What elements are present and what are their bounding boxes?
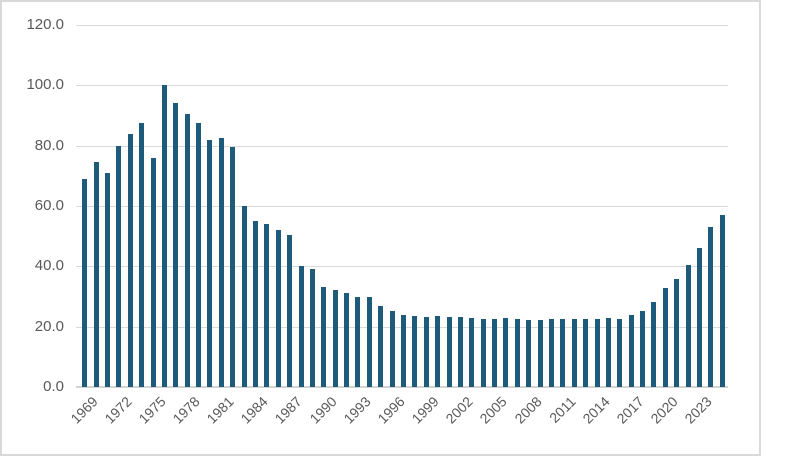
bar-1978: [184, 113, 190, 387]
gridline-60.0: [76, 206, 728, 207]
bar-1994: [366, 296, 372, 387]
bar-2022: [685, 264, 691, 387]
bar-chart-frame: 0.0 20.0 40.0 60.0 80.0 100.0 120.0 1969 1972 19…: [0, 0, 761, 456]
bar-2013: [583, 318, 589, 387]
bar-1995: [378, 305, 384, 387]
bar-2021: [674, 279, 680, 387]
bar-1982: [230, 147, 236, 387]
bar-1993: [355, 296, 361, 387]
bar-1988: [298, 266, 304, 387]
bar-2020: [662, 288, 668, 387]
bar-2011: [560, 318, 566, 387]
gridline-80.0: [76, 145, 728, 147]
bar-1986: [275, 230, 281, 387]
bar-1996: [389, 310, 395, 387]
bar-2025: [719, 215, 725, 387]
bar-1997: [401, 314, 406, 387]
bar-1998: [412, 315, 418, 387]
y-tick-label-60.0: 60.0: [34, 197, 64, 214]
y-tick-label-80.0: 80.0: [34, 136, 64, 154]
bar-2009: [537, 319, 543, 387]
bar-2008: [526, 320, 532, 387]
y-tick-label-20.0: 20.0: [34, 317, 64, 335]
gridline-40.0: [76, 266, 728, 268]
bar-2001: [446, 316, 452, 387]
bar-2016: [617, 318, 623, 387]
bar-2006: [503, 317, 509, 387]
bar-2019: [651, 301, 657, 387]
bar-2010: [549, 319, 555, 387]
bar-1980: [207, 139, 213, 387]
bar-1972: [116, 145, 122, 387]
bar-1969: [82, 178, 88, 387]
bar-1984: [252, 221, 258, 387]
y-tick-label-40.0: 40.0: [34, 257, 64, 275]
bar-2024: [708, 227, 714, 387]
gridline-100.0: [76, 85, 728, 87]
bar-2007: [514, 318, 520, 387]
bar-1979: [196, 123, 202, 387]
bar-1970: [93, 162, 99, 387]
bar-1976: [161, 85, 167, 387]
bar-1974: [139, 123, 145, 387]
bar-1987: [287, 234, 293, 387]
bar-1971: [104, 172, 110, 387]
y-tick-label-0.0: 0.0: [43, 378, 64, 395]
bar-1983: [241, 206, 247, 387]
bar-1973: [127, 133, 133, 387]
bar-2018: [640, 310, 646, 387]
bar-2003: [469, 317, 475, 387]
bar-2000: [435, 316, 441, 387]
y-tick-label-120.0: 120.0: [26, 16, 64, 33]
bar-2017: [628, 314, 634, 387]
bar-1992: [344, 293, 350, 387]
bar-2002: [457, 316, 463, 387]
plot-area: [2, 2, 759, 454]
bar-1975: [150, 157, 156, 387]
bar-2005: [492, 319, 498, 387]
x-axis-line: [76, 386, 728, 388]
bar-1985: [264, 224, 270, 387]
bar-1991: [332, 290, 338, 387]
bar-2004: [480, 318, 486, 387]
bar-2014: [594, 319, 600, 387]
bar-2015: [605, 317, 611, 387]
bar-1977: [173, 103, 179, 387]
bar-1999: [423, 316, 429, 387]
bar-1990: [321, 286, 327, 387]
y-tick-label-100.0: 100.0: [26, 76, 64, 94]
bar-1989: [309, 269, 315, 387]
bar-2023: [697, 248, 703, 387]
bar-2012: [571, 319, 577, 387]
bar-1981: [218, 138, 224, 387]
gridline-120.0: [76, 25, 728, 26]
